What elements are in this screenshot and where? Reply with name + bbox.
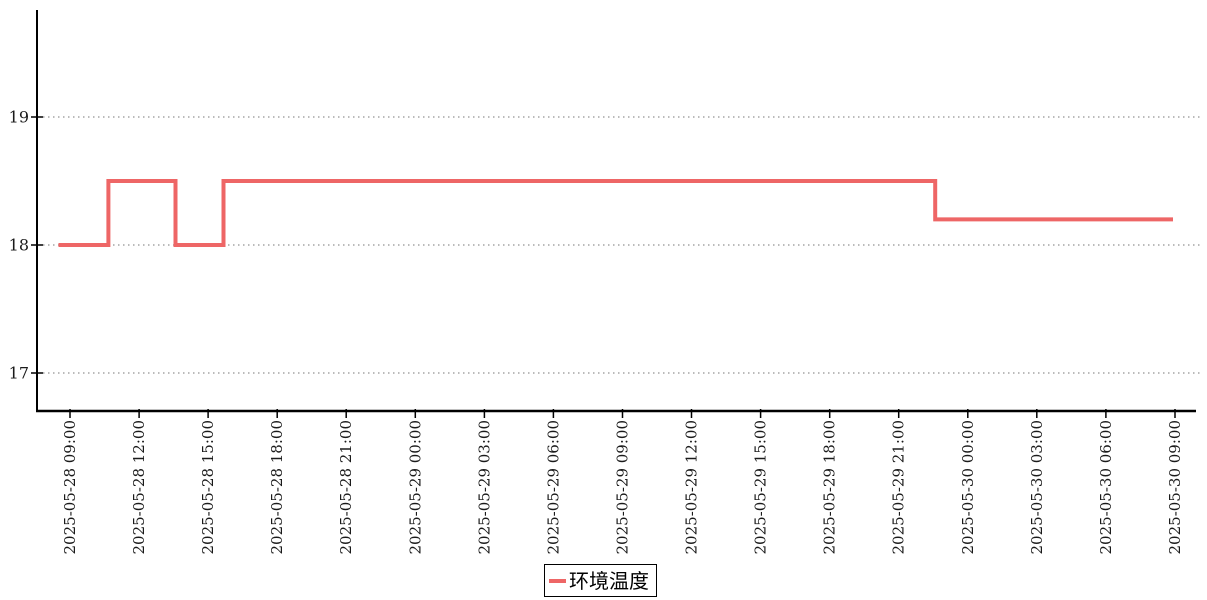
x-tick-label: 2025-05-29 03:00	[475, 420, 493, 554]
x-tick-label: 2025-05-28 18:00	[268, 420, 286, 554]
x-tick-label: 2025-05-29 09:00	[614, 420, 632, 554]
x-tick-label: 2025-05-30 00:00	[959, 420, 977, 554]
y-tick-label: 17	[9, 364, 29, 383]
x-tick-label: 2025-05-30 06:00	[1097, 420, 1115, 554]
x-tick-label: 2025-05-28 21:00	[337, 420, 355, 554]
legend-item-ambient-temperature[interactable]: 环境温度	[549, 571, 649, 591]
x-tick-label: 2025-05-29 00:00	[406, 420, 424, 554]
x-tick-label: 2025-05-30 09:00	[1166, 420, 1184, 554]
legend-line-marker-icon	[549, 578, 566, 583]
x-tick-label: 2025-05-29 21:00	[890, 420, 908, 554]
x-tick-label: 2025-05-28 15:00	[199, 420, 217, 554]
x-tick-label: 2025-05-29 18:00	[821, 420, 839, 554]
legend: 环境温度	[544, 564, 657, 597]
x-tick-label: 2025-05-28 12:00	[130, 420, 148, 554]
y-tick-label: 19	[9, 108, 29, 127]
x-tick-label: 2025-05-29 12:00	[683, 420, 701, 554]
series-line-ambient-temperature	[58, 179, 1173, 247]
x-tick-label: 2025-05-29 15:00	[752, 420, 770, 554]
legend-label: 环境温度	[569, 568, 649, 593]
x-tick-label: 2025-05-28 09:00	[61, 420, 79, 554]
x-tick-label: 2025-05-29 06:00	[544, 420, 562, 554]
y-tick-label: 18	[9, 236, 29, 255]
x-tick-label: 2025-05-30 03:00	[1028, 420, 1046, 554]
